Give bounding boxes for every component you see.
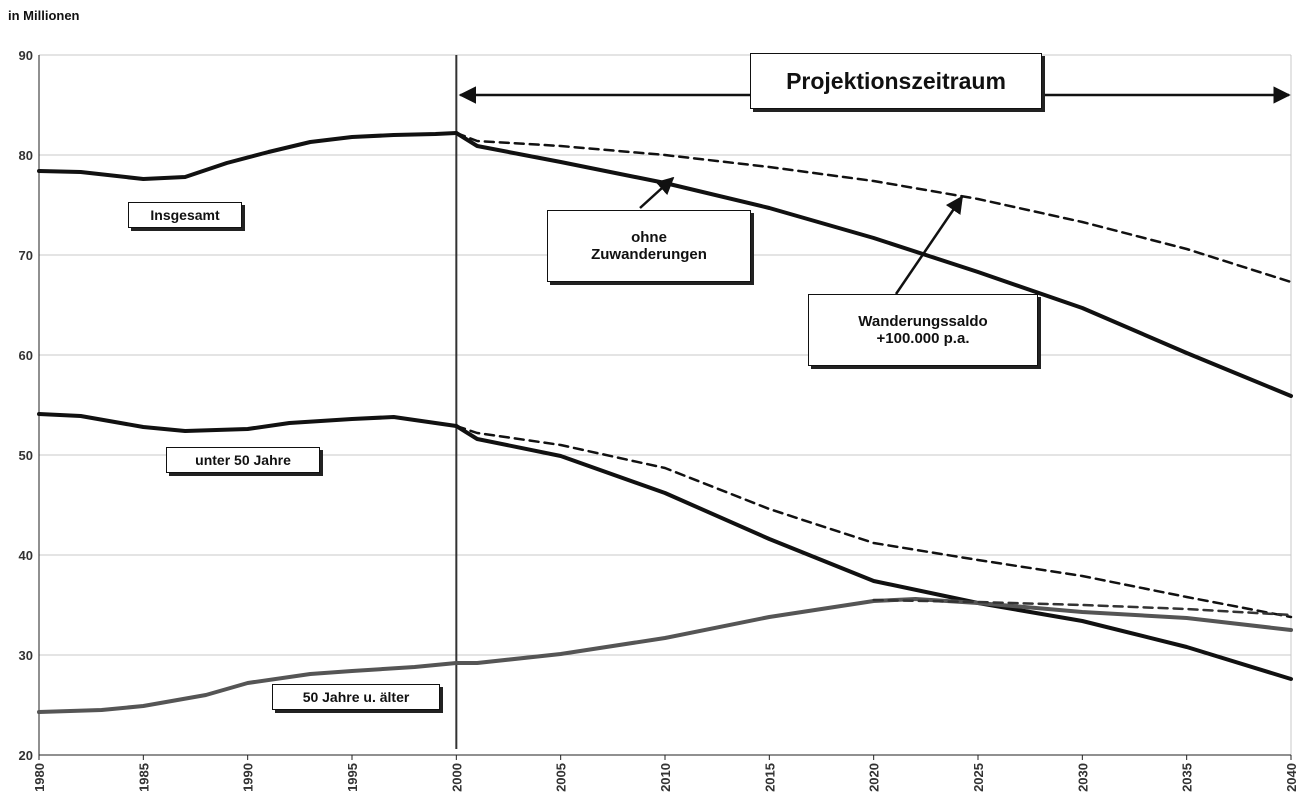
x-tick-label: 2000 [449, 763, 464, 792]
y-tick-label: 70 [19, 248, 33, 263]
y-tick-label: 50 [19, 448, 33, 463]
y-tick-label: 90 [19, 48, 33, 63]
x-tick-label: 2015 [762, 763, 777, 792]
label-total: Insgesamt [150, 206, 220, 223]
label-under50-box: unter 50 Jahre [166, 447, 320, 473]
y-tick-label: 80 [19, 148, 33, 163]
series-line-7 [872, 598, 1293, 617]
label-over50: 50 Jahre u. älter [302, 688, 410, 705]
x-tick-label: 2030 [1075, 763, 1090, 792]
label-over50-box: 50 Jahre u. älter [272, 684, 440, 710]
label-total-box: Insgesamt [128, 202, 242, 228]
pointer-arrow-without-migration [639, 176, 675, 209]
x-tick-label: 2020 [867, 763, 882, 792]
x-tick-label: 2025 [971, 763, 986, 792]
series-line-5 [455, 424, 1293, 619]
y-tick-label: 60 [19, 348, 33, 363]
x-tick-label: 2005 [554, 763, 569, 792]
series-line-0 [37, 131, 459, 181]
series-line-1 [454, 131, 1293, 398]
series-line-2 [455, 131, 1293, 284]
x-tick-label: 1980 [32, 763, 47, 792]
pointer-arrow-migration [894, 195, 964, 295]
x-tick-label: 1985 [136, 763, 151, 792]
y-axis-unit-label: in Millionen [8, 8, 80, 23]
label-under50: unter 50 Jahre [195, 451, 291, 468]
projection-label-box: Projektionszeitraum [750, 53, 1042, 109]
label-without-migration-box: ohne Zuwanderungen [547, 210, 751, 282]
projection-label: Projektionszeitraum [786, 67, 1006, 94]
label-migration: Wanderungssaldo +100.000 p.a. [858, 312, 988, 347]
series-line-4 [454, 424, 1293, 681]
x-tick-label: 1995 [345, 763, 360, 792]
x-tick-label: 2010 [658, 763, 673, 792]
label-without-migration: ohne Zuwanderungen [591, 228, 707, 263]
y-tick-label: 30 [19, 648, 33, 663]
y-tick-label: 40 [19, 548, 33, 563]
y-tick-label: 20 [19, 748, 33, 763]
x-tick-label: 2035 [1180, 763, 1195, 792]
label-migration-box: Wanderungssaldo +100.000 p.a. [808, 294, 1038, 366]
series-line-3 [37, 412, 459, 433]
x-tick-label: 1990 [241, 763, 256, 792]
x-tick-label: 2040 [1284, 763, 1299, 792]
